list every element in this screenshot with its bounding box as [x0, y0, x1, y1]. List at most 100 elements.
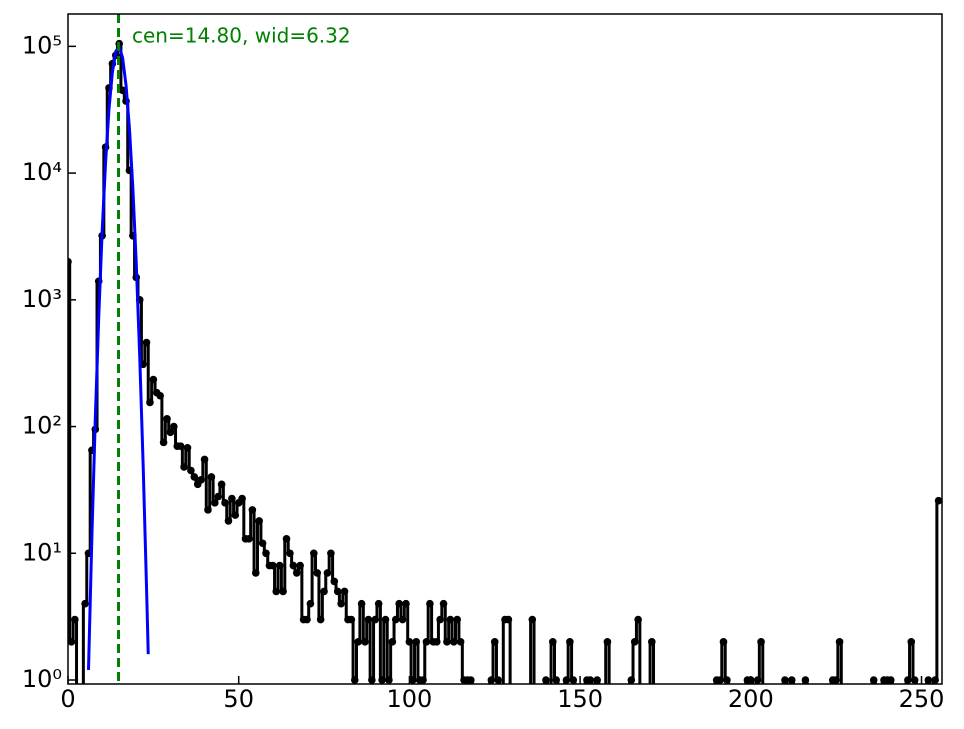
- data-point: [313, 569, 322, 577]
- data-point: [934, 496, 942, 505]
- data-point: [214, 492, 223, 501]
- data-point: [180, 463, 188, 471]
- data-point: [340, 587, 349, 596]
- data-point: [258, 539, 267, 548]
- data-point: [231, 511, 240, 519]
- data-point: [286, 549, 294, 558]
- data-point: [361, 638, 369, 646]
- data-point: [422, 638, 431, 646]
- data-point: [156, 391, 164, 400]
- data-point: [337, 599, 345, 608]
- data-point: [603, 638, 612, 646]
- x-tick-label: 200: [728, 685, 774, 713]
- data-point: [269, 561, 277, 570]
- data-point: [197, 475, 205, 484]
- y-tick-label: 10¹: [22, 538, 62, 566]
- data-point: [446, 615, 455, 624]
- annotation: cen=14.80, wid=6.32: [132, 24, 351, 48]
- data-point: [364, 615, 373, 624]
- data-point: [118, 86, 127, 95]
- data-point: [310, 549, 318, 558]
- axes-frame: [67, 13, 943, 685]
- data-point: [924, 676, 933, 684]
- data-point: [494, 676, 502, 684]
- data-point: [357, 599, 366, 608]
- data-point: [289, 561, 298, 570]
- data-point: [176, 442, 185, 450]
- x-tick-label: 50: [223, 685, 254, 713]
- data-point: [238, 494, 246, 503]
- data-point: [490, 638, 499, 646]
- data-point: [251, 569, 260, 577]
- data-point: [354, 638, 362, 646]
- data-point: [630, 638, 639, 646]
- y-tick-label: 10⁴: [22, 158, 62, 186]
- data-point: [548, 638, 557, 646]
- data-point: [910, 676, 919, 684]
- y-tick-label: 10⁵: [22, 31, 62, 59]
- data-point: [68, 257, 72, 266]
- data-point: [159, 438, 168, 447]
- data-point: [190, 473, 199, 481]
- data-point: [142, 338, 151, 347]
- data-point: [907, 638, 916, 646]
- data-point: [146, 398, 154, 407]
- data-point: [248, 506, 257, 514]
- data-point: [163, 415, 171, 423]
- data-point: [542, 676, 550, 684]
- data-point: [412, 638, 421, 646]
- data-point: [593, 676, 601, 684]
- data-point: [801, 676, 810, 684]
- data-point: [456, 638, 465, 646]
- data-point: [170, 422, 178, 431]
- data-point: [453, 615, 462, 624]
- data-point: [316, 615, 325, 624]
- data-point: [405, 638, 414, 646]
- data-point: [391, 615, 400, 624]
- data-point: [627, 676, 636, 684]
- data-point: [886, 676, 895, 684]
- data-point: [504, 615, 513, 624]
- data-point: [217, 480, 226, 489]
- data-point: [436, 615, 444, 624]
- data-point: [757, 638, 765, 646]
- data-point: [716, 676, 724, 684]
- data-point: [381, 615, 390, 624]
- data-point: [228, 494, 236, 503]
- data-point: [221, 499, 229, 507]
- data-point: [166, 428, 175, 437]
- data-point: [586, 676, 595, 684]
- data-point: [723, 676, 731, 684]
- data-point: [432, 638, 441, 646]
- data-point: [467, 676, 475, 684]
- plot-area: [68, 14, 942, 684]
- data-point: [323, 569, 332, 577]
- x-tick-label: 250: [899, 685, 945, 713]
- data-point: [149, 375, 158, 384]
- data-point: [368, 676, 376, 684]
- data-point: [272, 587, 281, 596]
- data-point: [552, 676, 561, 684]
- y-tick-label: 10²: [22, 412, 62, 440]
- data-point: [211, 499, 219, 507]
- data-point: [204, 506, 212, 514]
- data-point: [487, 676, 496, 684]
- data-point: [347, 615, 356, 624]
- data-point: [781, 676, 789, 684]
- data-point: [207, 473, 216, 481]
- data-point: [71, 615, 79, 624]
- data-point: [719, 638, 728, 646]
- data-point: [187, 466, 195, 475]
- data-point: [439, 599, 448, 608]
- data-point: [443, 638, 451, 646]
- data-point: [388, 638, 397, 646]
- data-point: [320, 587, 328, 596]
- data-point: [832, 676, 840, 684]
- data-point: [327, 549, 335, 558]
- x-tick-label: 0: [60, 685, 75, 713]
- data-point: [350, 676, 359, 684]
- data-point: [333, 587, 342, 596]
- data-point: [68, 638, 76, 646]
- data-point: [634, 615, 642, 624]
